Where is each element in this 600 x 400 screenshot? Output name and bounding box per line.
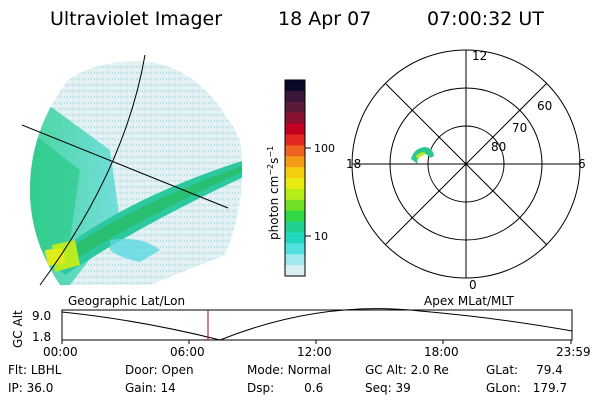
glat-label: GLat:: [486, 363, 519, 377]
colorbar-swatch: [285, 112, 305, 125]
gc-alt-value: 2.0 Re: [410, 363, 449, 377]
mode-info: Mode: Normal: [247, 363, 331, 377]
polar-diagonal-2: [384, 82, 548, 246]
dsp-value: 0.6: [304, 381, 324, 395]
colorbar-swatch: [285, 90, 305, 103]
door-value: Open: [161, 363, 194, 377]
mlt-label-18: 18: [346, 157, 361, 171]
colorbar-tick-label-10: 10: [314, 230, 328, 243]
glat-value: 79.4: [536, 363, 563, 377]
polar-aurora-core: [416, 152, 425, 160]
filter-info: Flt: LBHL: [8, 363, 61, 377]
colorbar-swatch: [285, 123, 305, 136]
mlt-label-0: 0: [469, 278, 477, 292]
colorbar-swatch: [285, 80, 305, 92]
xtick-label-1200: 12:00: [297, 345, 332, 359]
door-label: Door:: [125, 363, 158, 377]
polar-aurora-spot: [411, 147, 434, 164]
mode-value: Normal: [287, 363, 331, 377]
geographic-map: [30, 61, 243, 285]
mlat-label-80: 80: [491, 140, 506, 154]
altitude-curve: [61, 308, 573, 341]
latitude-line: [21, 124, 229, 209]
colorbar-swatch: [285, 178, 305, 190]
filter-label: Flt:: [8, 363, 27, 377]
colorbar-swatch: [285, 221, 305, 234]
filter-value: LBHL: [30, 363, 62, 377]
xtick-label-1800: 18:00: [424, 345, 459, 359]
meridian-line: [39, 54, 146, 286]
glon-label: GLon:: [486, 381, 521, 395]
instrument-title: Ultraviolet Imager: [50, 8, 223, 30]
colorbar-swatch: [285, 134, 305, 146]
colorbar-swatch: [285, 210, 305, 223]
colorbar-label: photon cm−2s−1: [266, 146, 281, 240]
xtick-label-0600: 06:00: [170, 345, 205, 359]
map-label: Geographic Lat/Lon: [68, 294, 186, 308]
glon-value: 179.7: [532, 381, 568, 395]
mlt-label-6: 6: [578, 157, 586, 171]
seq-info: Seq: 39: [365, 381, 411, 395]
colorbar-swatch: [285, 232, 305, 244]
colorbar: [285, 80, 305, 277]
ip-info: IP: 36.0: [8, 381, 53, 395]
gc-alt-label: GC Alt:: [365, 363, 407, 377]
colorbar-tick-label-100: 100: [314, 142, 335, 155]
altitude-ytick-high: 9.0: [32, 309, 51, 323]
mlat-label-70: 70: [512, 121, 527, 135]
glon-info: GLon: 179.7: [486, 381, 567, 395]
dsp-label: Dsp:: [247, 381, 275, 395]
mlt-label-12: 12: [472, 49, 487, 63]
gain-info: Gain: 14: [125, 381, 176, 395]
altitude-ytick-low: 1.8: [32, 330, 51, 344]
colorbar-swatch: [285, 156, 305, 168]
colorbar-swatch: [285, 101, 305, 114]
altitude-plot-frame: [61, 309, 573, 341]
mode-label: Mode:: [247, 363, 284, 377]
colorbar-swatch: [285, 254, 305, 266]
xtick-label-2359: 23:59: [556, 345, 591, 359]
time-label: 07:00:32 UT: [427, 8, 544, 30]
gc-alt-info: GC Alt: 2.0 Re: [365, 363, 449, 377]
ip-label: IP:: [8, 381, 23, 395]
polar-label: Apex MLat/MLT: [424, 294, 514, 308]
seq-label: Seq:: [365, 381, 392, 395]
colorbar-swatch: [285, 243, 305, 255]
polar-plot: [351, 49, 581, 279]
ip-value: 36.0: [26, 381, 54, 395]
date-label: 18 Apr 07: [278, 8, 372, 30]
colorbar-frame: [284, 79, 306, 277]
door-info: Door: Open: [125, 363, 194, 377]
glat-info: GLat: 79.4: [486, 363, 563, 377]
seq-value: 39: [395, 381, 411, 395]
colorbar-swatch: [285, 167, 305, 179]
mlat-label-60: 60: [537, 99, 552, 113]
dsp-info: Dsp: 0.6: [247, 381, 323, 395]
colorbar-swatch: [285, 145, 305, 157]
altitude-plot: [61, 308, 573, 344]
gain-label: Gain:: [125, 381, 157, 395]
colorbar-swatch: [285, 265, 305, 277]
gain-value: 14: [160, 381, 176, 395]
colorbar-swatch: [285, 199, 305, 212]
colorbar-swatch: [285, 188, 305, 201]
altitude-ylabel: GC Alt: [11, 310, 25, 348]
xtick-label-0000: 00:00: [43, 345, 78, 359]
